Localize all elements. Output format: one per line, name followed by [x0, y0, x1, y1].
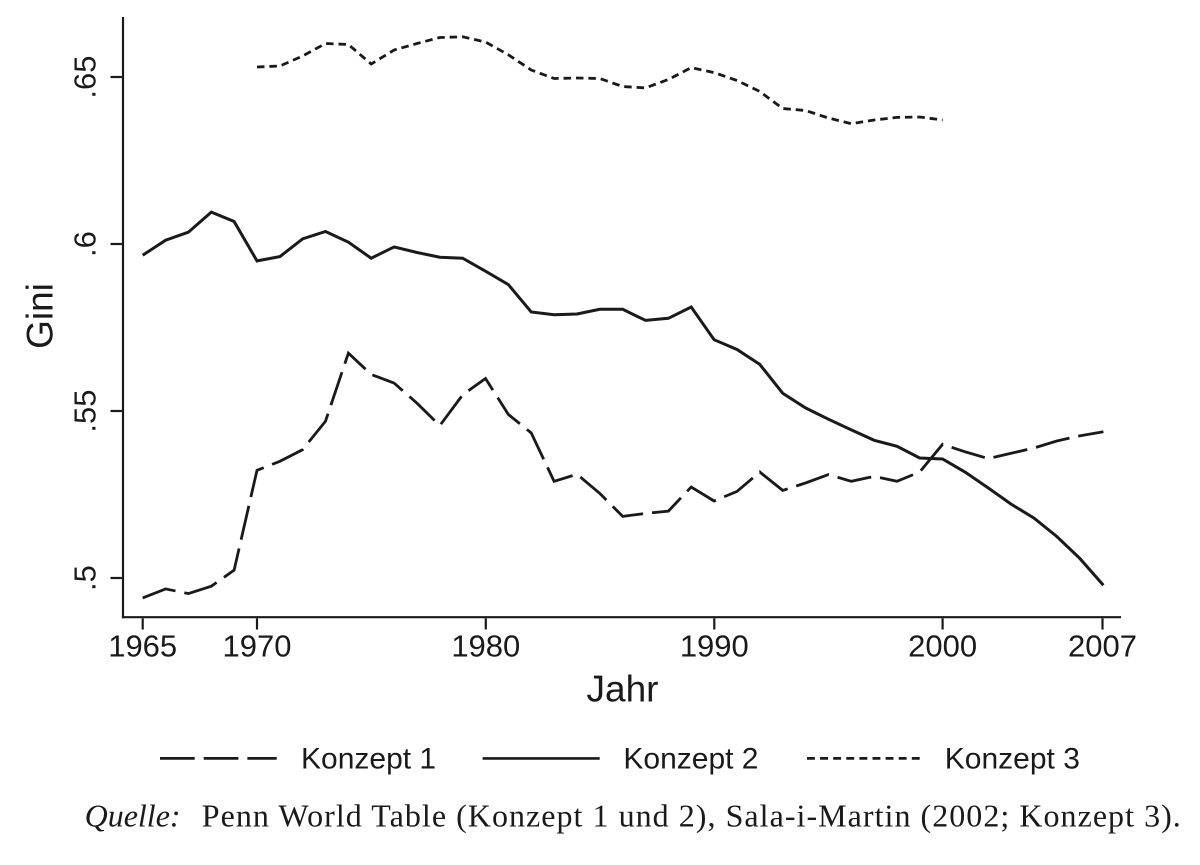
svg-text:Gini: Gini: [20, 283, 61, 349]
svg-text:Konzept 3: Konzept 3: [945, 742, 1080, 775]
svg-text:1980: 1980: [451, 629, 520, 664]
svg-text:.6: .6: [68, 231, 103, 257]
svg-text:1990: 1990: [680, 629, 749, 664]
svg-text:Penn World Table (Konzept 1 un: Penn World Table (Konzept 1 und 2), Sala…: [202, 798, 1181, 834]
svg-text:Quelle:: Quelle:: [85, 798, 181, 834]
svg-text:Jahr: Jahr: [587, 669, 659, 710]
svg-text:1965: 1965: [108, 629, 177, 664]
svg-text:1970: 1970: [223, 629, 292, 664]
svg-text:.5: .5: [68, 565, 103, 591]
svg-text:Konzept 1: Konzept 1: [301, 742, 436, 775]
svg-text:.55: .55: [68, 389, 103, 432]
svg-text:.65: .65: [68, 55, 103, 98]
svg-text:2007: 2007: [1068, 629, 1137, 664]
svg-text:Konzept 2: Konzept 2: [623, 742, 758, 775]
svg-text:2000: 2000: [908, 629, 977, 664]
